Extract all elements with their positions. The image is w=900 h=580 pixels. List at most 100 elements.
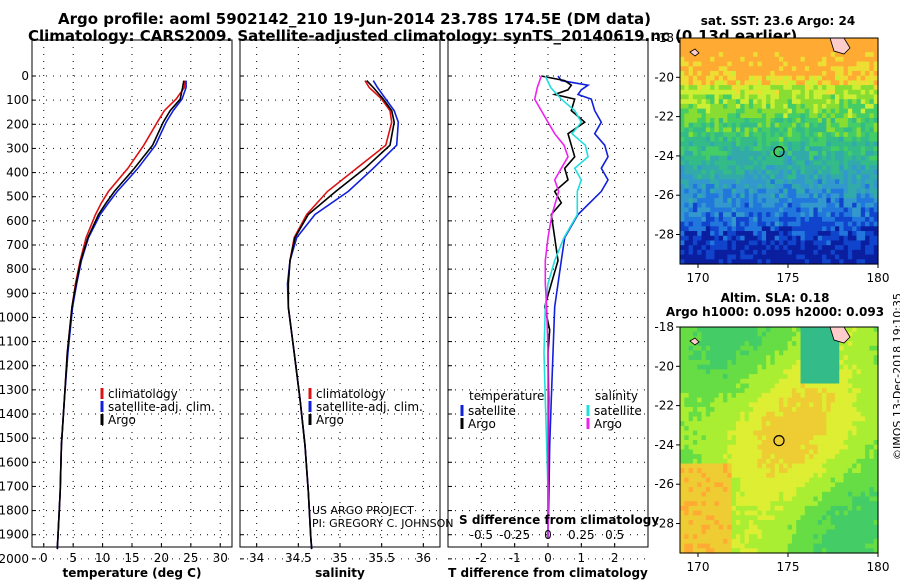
- map-cell: [757, 207, 763, 213]
- map-cell: [834, 122, 840, 129]
- map-cell: [817, 94, 823, 100]
- map-cell: [783, 151, 789, 157]
- map-cell: [770, 169, 776, 176]
- map-cell: [869, 468, 875, 474]
- map-cell: [800, 548, 806, 554]
- map-x-tick-label: 175: [777, 271, 800, 285]
- map-cell: [748, 336, 754, 342]
- map-cell: [701, 510, 707, 516]
- map-cell: [787, 529, 793, 535]
- map-cell: [710, 212, 716, 218]
- map-cell: [761, 165, 767, 171]
- map-cell: [718, 501, 724, 507]
- map-cell: [735, 458, 741, 465]
- map-cell: [727, 183, 733, 190]
- map-cell: [813, 245, 819, 251]
- map-cell: [735, 472, 741, 479]
- map-cell: [701, 496, 707, 502]
- map-cell: [731, 66, 737, 72]
- map-cell: [723, 435, 728, 441]
- map-cell: [718, 458, 724, 465]
- map-cell: [740, 132, 746, 138]
- map-cell: [735, 364, 741, 370]
- map-cell: [770, 491, 776, 498]
- map-cell: [731, 444, 737, 451]
- map-cell: [744, 444, 750, 451]
- map-cell: [748, 524, 754, 531]
- map-cell: [826, 259, 832, 265]
- legend-label: climatology: [108, 387, 178, 401]
- map-cell: [847, 245, 853, 251]
- map-cell: [710, 122, 716, 129]
- map-cell: [735, 331, 741, 338]
- map-cell: [839, 198, 845, 204]
- map-cell: [753, 496, 759, 502]
- map-cell: [744, 350, 750, 356]
- map-cell: [770, 359, 776, 366]
- map-cell: [766, 249, 771, 256]
- map-cell: [826, 421, 832, 427]
- map-cell: [813, 160, 819, 166]
- map-cell: [697, 66, 703, 72]
- map-cell: [847, 355, 853, 361]
- map-cell: [813, 487, 819, 493]
- map-cell: [757, 212, 763, 218]
- map-cell: [779, 165, 784, 171]
- map-cell: [843, 421, 849, 427]
- map-cell: [830, 336, 836, 342]
- map-cell: [684, 336, 690, 342]
- map-cell: [817, 336, 823, 342]
- map-cell: [714, 491, 720, 498]
- map-cell: [774, 118, 780, 124]
- map-cell: [761, 435, 767, 441]
- map-cell: [856, 331, 862, 338]
- map-cell: [856, 392, 862, 399]
- map-cell: [697, 402, 703, 408]
- map-cell: [813, 113, 819, 119]
- map-cell: [869, 103, 875, 110]
- map-cell: [873, 108, 879, 114]
- map-cell: [757, 515, 763, 521]
- map-cell: [865, 407, 870, 413]
- map-cell: [843, 70, 849, 77]
- map-cell: [748, 407, 754, 413]
- map-cell: [697, 496, 703, 502]
- map-cell: [774, 221, 780, 227]
- map-cell: [860, 336, 866, 342]
- map-cell: [847, 350, 853, 356]
- map-cell: [847, 369, 853, 375]
- map-cell: [701, 165, 707, 171]
- map-cell: [809, 245, 815, 251]
- map-cell: [791, 113, 797, 119]
- map-cell: [766, 341, 771, 347]
- map-cell: [710, 235, 716, 242]
- map-cell: [817, 151, 823, 157]
- map-cell: [718, 482, 724, 488]
- map-cell: [826, 350, 832, 356]
- map-cell: [783, 388, 789, 394]
- map-cell: [817, 449, 823, 455]
- map-cell: [860, 235, 866, 242]
- map-cell: [697, 38, 703, 44]
- map-cell: [697, 235, 703, 242]
- map-cell: [692, 108, 698, 114]
- map-cell: [735, 169, 741, 176]
- map-cell: [697, 392, 703, 399]
- map-cell: [770, 212, 776, 218]
- map-cell: [723, 520, 728, 526]
- map-cell: [830, 430, 836, 436]
- map-cell: [852, 548, 858, 554]
- map-cell: [804, 70, 810, 77]
- map-cell: [852, 416, 858, 422]
- map-cell: [860, 529, 866, 535]
- map-cell: [731, 235, 737, 242]
- map-cell: [688, 529, 694, 535]
- map-cell: [727, 529, 733, 535]
- map-cell: [856, 75, 862, 81]
- map-cell: [744, 524, 750, 531]
- map-cell: [843, 193, 849, 199]
- map-cell: [710, 198, 716, 204]
- map-cell: [748, 221, 754, 227]
- map-cell: [787, 179, 793, 185]
- map-cell: [740, 411, 746, 418]
